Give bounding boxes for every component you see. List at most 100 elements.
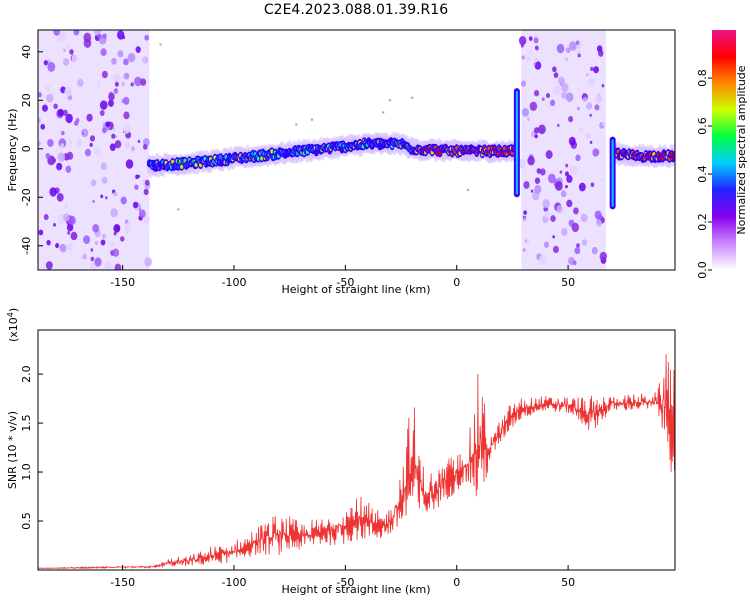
noise-blob	[541, 97, 545, 102]
spectrogram-y-ticks: -40 -20 0 20 40	[20, 45, 43, 255]
noise-blob	[591, 246, 598, 255]
noise-blob	[63, 213, 70, 222]
noise-blob	[64, 86, 73, 97]
noise-blob	[56, 162, 63, 171]
noise-blob	[566, 174, 573, 183]
noise-blob	[111, 133, 116, 139]
y-tick-label: 20	[20, 93, 33, 107]
colorbar-tick-label: 0.8	[696, 69, 709, 87]
x-tick-label: 50	[561, 276, 575, 289]
snr-x-axis-label: Height of straight line (km)	[281, 583, 430, 596]
x-tick-label: 0	[453, 576, 460, 589]
noise-blob	[556, 205, 563, 213]
noise-blob	[572, 260, 577, 266]
noise-blob	[57, 152, 66, 162]
noise-blob	[574, 246, 581, 255]
noise-blob	[521, 55, 525, 60]
noise-blob	[554, 181, 563, 191]
noise-blob	[94, 257, 102, 267]
colorbar-tick-label: 0.6	[696, 117, 709, 135]
noise-blob	[543, 241, 550, 248]
noise-blob	[549, 99, 556, 107]
y-tick-label: 0.5	[20, 512, 33, 530]
noise-blob	[120, 196, 127, 205]
snr-y-axis-label: SNR (10 * v/v)	[6, 411, 19, 489]
noise-blob	[105, 121, 111, 128]
noise-blob	[67, 230, 71, 235]
noise-blob	[565, 49, 569, 53]
noise-blob	[552, 66, 557, 73]
noise-blob	[599, 251, 608, 262]
ridge-peak	[256, 156, 261, 161]
noise-blob	[109, 143, 116, 151]
noise-blob	[552, 235, 555, 239]
y-tick-label: 0	[20, 145, 33, 152]
noise-blob	[522, 248, 526, 252]
noise-blob	[127, 52, 136, 63]
noise-blob	[550, 215, 556, 222]
noise-blob	[573, 207, 579, 215]
scatter-point	[533, 62, 536, 66]
noise-blob	[117, 30, 125, 40]
noise-blob	[99, 100, 108, 110]
noise-blob	[141, 55, 148, 64]
noise-blob	[100, 48, 107, 57]
spectrogram-x-ticks: -150 -100 -50 0 50	[110, 265, 575, 289]
noise-blob	[113, 224, 121, 233]
noise-blob	[590, 182, 595, 188]
noise-blob	[542, 199, 550, 209]
noise-blob	[113, 191, 118, 197]
noise-blob	[92, 199, 95, 204]
noise-blob	[104, 261, 112, 270]
noise-blob	[523, 181, 530, 189]
noise-blob	[112, 127, 115, 131]
noise-blob	[557, 123, 560, 127]
x-tick-label: -150	[110, 576, 135, 589]
colorbar-tick-label: 0.0	[696, 261, 709, 279]
noise-blob	[92, 223, 100, 233]
noise-blob	[102, 33, 107, 39]
noise-blob	[53, 103, 58, 110]
colorbar-tick-label: 0.4	[696, 165, 709, 183]
noise-blob	[67, 44, 71, 49]
noise-blob	[70, 231, 78, 241]
noise-blob	[561, 82, 569, 93]
noise-blob	[71, 54, 78, 63]
noise-blob	[534, 33, 538, 38]
noise-blob	[86, 113, 93, 122]
x-tick-label: -50	[336, 576, 354, 589]
noise-blob	[100, 194, 104, 199]
x-tick-label: -100	[222, 576, 247, 589]
noise-blob	[527, 117, 530, 121]
noise-blob	[520, 80, 527, 87]
noise-blob	[125, 143, 131, 150]
noise-blob	[539, 168, 546, 176]
noise-blob	[101, 176, 108, 184]
noise-blob	[565, 184, 568, 189]
ridge-peak	[180, 164, 184, 169]
noise-blob	[545, 150, 553, 159]
noise-blob	[601, 83, 605, 88]
x-tick-label: -150	[110, 276, 135, 289]
noise-blob	[595, 94, 603, 104]
noise-blob	[126, 73, 130, 78]
noise-blob	[138, 209, 146, 218]
noise-blob	[143, 216, 150, 225]
noise-blob	[565, 163, 569, 168]
noise-blob	[525, 239, 530, 244]
noise-blob	[53, 30, 61, 36]
noise-blob	[534, 184, 542, 194]
noise-blob	[73, 30, 80, 36]
noise-blob	[565, 57, 568, 61]
noise-blob	[144, 179, 150, 186]
noise-blob	[560, 78, 566, 85]
noise-blob	[100, 162, 107, 171]
noise-blob	[538, 255, 547, 265]
noise-blob	[53, 222, 57, 227]
noise-blob	[553, 72, 559, 79]
noise-blob	[594, 210, 602, 220]
noise-blob	[561, 91, 567, 100]
scatter-point	[410, 96, 414, 100]
noise-blob	[593, 66, 599, 74]
